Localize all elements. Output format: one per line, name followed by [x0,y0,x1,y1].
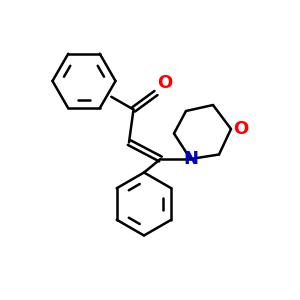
Text: O: O [233,120,249,138]
Text: N: N [183,150,198,168]
Text: O: O [158,74,173,92]
